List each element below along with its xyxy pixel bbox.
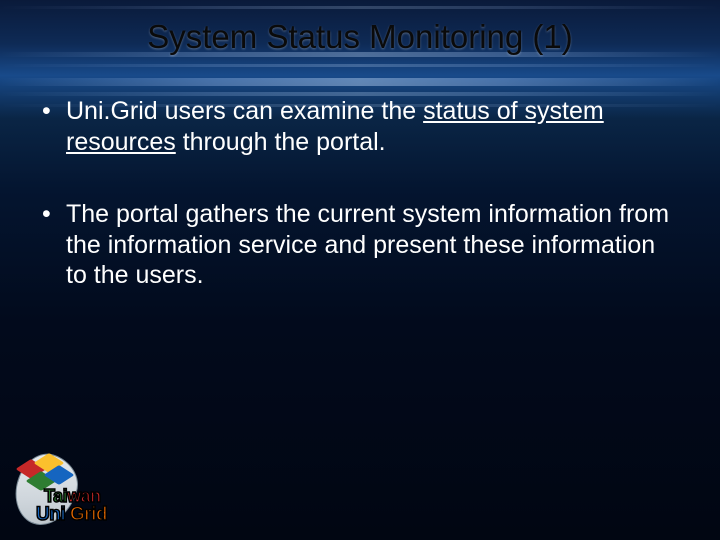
logo-text-line2: Uni Grid xyxy=(36,504,107,526)
slide-content: Uni.Grid users can examine the status of… xyxy=(40,96,680,333)
bullet-list: Uni.Grid users can examine the status of… xyxy=(40,96,680,291)
bullet-item: Uni.Grid users can examine the status of… xyxy=(40,96,680,157)
bullet-item: The portal gathers the current system in… xyxy=(40,199,680,291)
streak xyxy=(0,64,720,67)
bullet-text-prefix: The portal gathers the current system in… xyxy=(66,200,669,289)
slide-title: System Status Monitoring (1) xyxy=(0,18,720,56)
logo-text-fragment: Tai xyxy=(44,486,67,506)
logo-text-unigrid-right: Grid xyxy=(70,504,107,525)
streak xyxy=(0,78,720,86)
logo-text-taiwan-right: wan xyxy=(67,486,101,506)
logo-text-unigrid-left: Uni xyxy=(36,504,70,525)
streak xyxy=(0,6,720,9)
taiwan-unigrid-logo: Taiwan Uni Grid xyxy=(10,452,140,530)
slide: System Status Monitoring (1) Uni.Grid us… xyxy=(0,0,720,540)
bullet-text-prefix: Uni.Grid users can examine the xyxy=(66,97,423,125)
logo-text-fragment: Uni xyxy=(36,504,70,525)
logo-text-fragment: wan xyxy=(67,486,101,506)
bullet-text-suffix: through the portal. xyxy=(176,128,386,156)
logo-text-taiwan-left: Tai xyxy=(44,486,67,506)
logo-text-fragment: Grid xyxy=(70,504,107,525)
